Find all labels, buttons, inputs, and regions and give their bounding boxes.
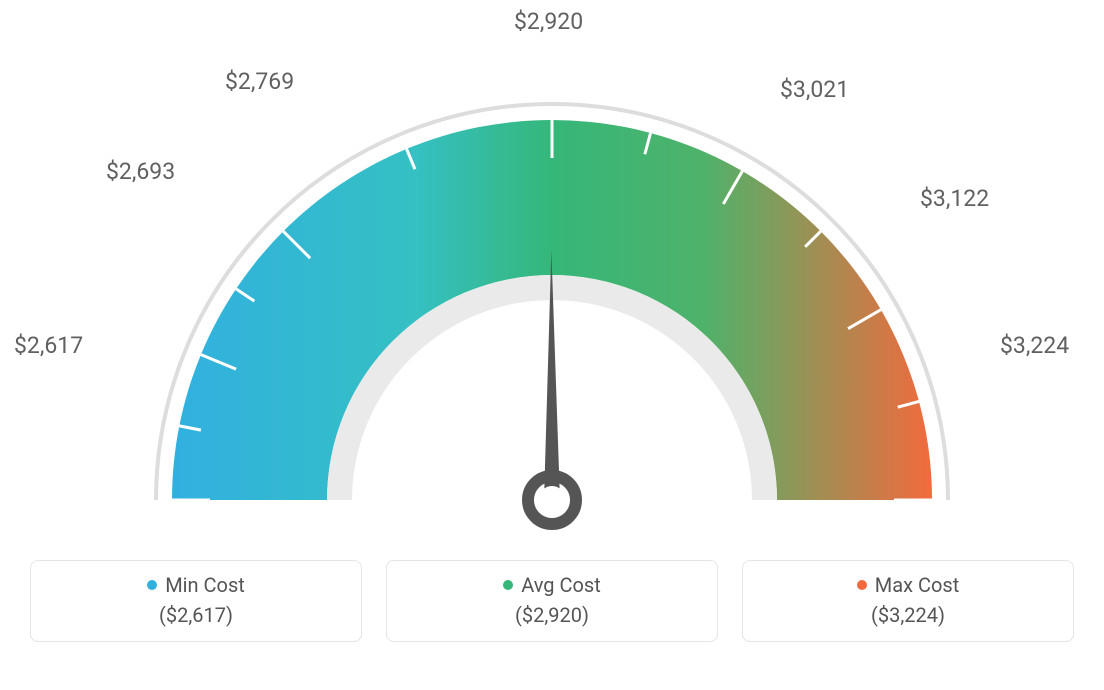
legend-avg-value: ($2,920) (515, 603, 589, 627)
legend-max-value: ($3,224) (871, 603, 945, 627)
gauge-tick-label-1: $2,693 (106, 158, 175, 185)
legend-avg-dot (503, 580, 513, 590)
legend-min-dot (147, 580, 157, 590)
legend-avg-label: Avg Cost (521, 573, 601, 597)
legend-min-value: ($2,617) (159, 603, 233, 627)
gauge-area: $2,617 $2,693 $2,769 $2,920 $3,021 $3,12… (0, 0, 1104, 540)
gauge-tick-label-4: $3,021 (780, 76, 849, 103)
gauge-tick-label-5: $3,122 (920, 185, 989, 212)
legend-min-card: Min Cost ($2,617) (30, 560, 362, 642)
legend-avg-header: Avg Cost (503, 573, 601, 597)
gauge-tick-label-2: $2,769 (225, 68, 294, 95)
gauge-tick-label-3: $2,920 (514, 8, 583, 35)
gauge-svg (62, 30, 1042, 540)
legend-min-label: Min Cost (165, 573, 245, 597)
gauge-tick-label-0: $2,617 (14, 332, 83, 359)
legend-max-label: Max Cost (875, 573, 960, 597)
legend-max-dot (857, 580, 867, 590)
legend-min-header: Min Cost (147, 573, 245, 597)
legend-row: Min Cost ($2,617) Avg Cost ($2,920) Max … (30, 560, 1074, 642)
gauge-tick-label-6: $3,224 (1000, 332, 1069, 359)
legend-avg-card: Avg Cost ($2,920) (386, 560, 718, 642)
legend-max-header: Max Cost (857, 573, 960, 597)
cost-gauge-widget: $2,617 $2,693 $2,769 $2,920 $3,021 $3,12… (0, 0, 1104, 690)
legend-max-card: Max Cost ($3,224) (742, 560, 1074, 642)
